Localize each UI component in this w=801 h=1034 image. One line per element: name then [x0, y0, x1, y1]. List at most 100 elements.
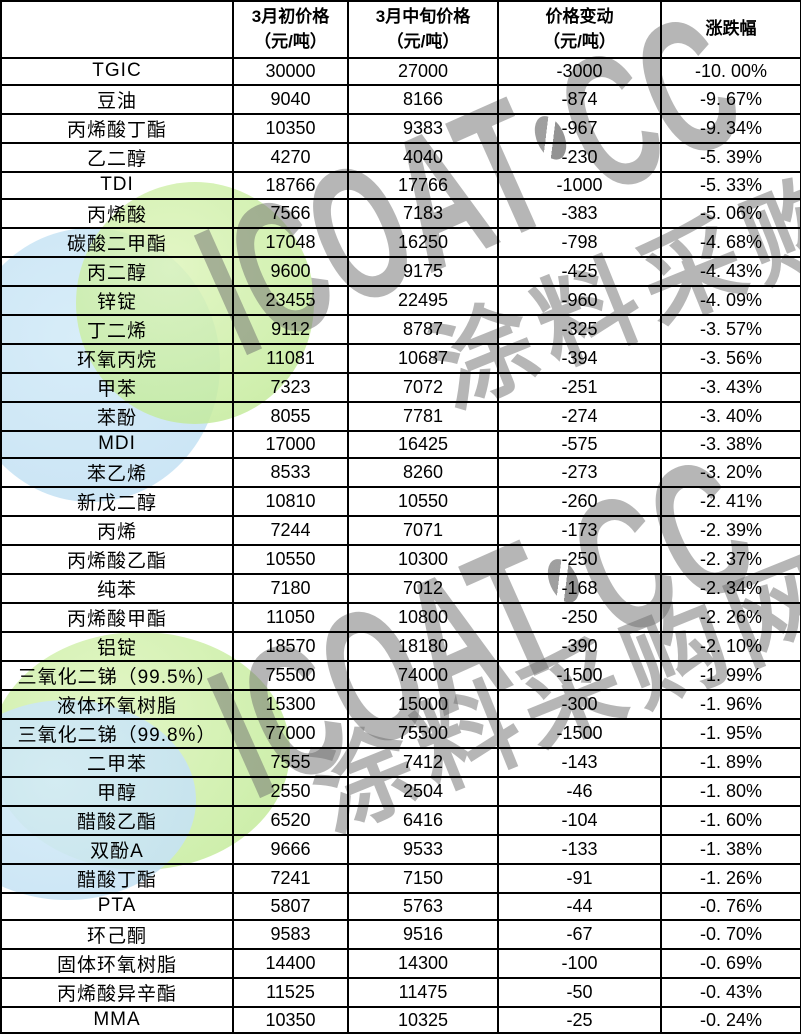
product-name-cell: 三氧化二锑（99.5%） [0, 659, 234, 691]
product-name-cell: 二甲苯 [0, 746, 234, 778]
price-change-cell: -260 [497, 485, 662, 517]
early-price-cell: 5807 [232, 891, 349, 921]
early-price-cell: 7323 [232, 371, 349, 403]
header-product [0, 0, 234, 59]
product-name-cell: MMA [0, 1005, 234, 1034]
early-price-cell: 7244 [232, 514, 349, 546]
early-price-cell: 10810 [232, 485, 349, 517]
mid-price-cell: 5763 [347, 891, 499, 921]
early-price-cell: 23455 [232, 284, 349, 316]
table-row: 纯苯 7180 7012 -168 -2. 34% [0, 572, 801, 604]
pct-change-cell: -1. 96% [660, 688, 801, 720]
pct-change-cell: -3. 56% [660, 342, 801, 374]
header-early-price: 3月初价格 （元/吨） [232, 0, 349, 59]
pct-change-cell: -4. 68% [660, 226, 801, 258]
product-name-cell: TGIC [0, 57, 234, 86]
mid-price-cell: 2504 [347, 775, 499, 807]
mid-price-cell: 18180 [347, 630, 499, 662]
early-price-cell: 7555 [232, 746, 349, 778]
table-row: 丁二烯 9112 8787 -325 -3. 57% [0, 313, 801, 345]
price-change-cell: -67 [497, 918, 662, 950]
table-row: 液体环氧树脂 15300 15000 -300 -1. 96% [0, 688, 801, 720]
price-change-cell: -575 [497, 429, 662, 459]
product-name-cell: 苯乙烯 [0, 456, 234, 488]
table-row: TDI 18766 17766 -1000 -5. 33% [0, 170, 801, 200]
price-change-cell: -874 [497, 83, 662, 115]
early-price-cell: 7566 [232, 197, 349, 229]
price-change-cell: -104 [497, 804, 662, 836]
pct-change-cell: -2. 37% [660, 543, 801, 575]
early-price-cell: 18570 [232, 630, 349, 662]
pct-change-cell: -1. 95% [660, 717, 801, 749]
pct-change-cell: -5. 33% [660, 170, 801, 200]
product-name-cell: 丙烯 [0, 514, 234, 546]
pct-change-cell: -9. 67% [660, 83, 801, 115]
early-price-cell: 18766 [232, 170, 349, 200]
table-row: 丙烯酸异辛酯 11525 11475 -50 -0. 43% [0, 976, 801, 1008]
price-change-cell: -91 [497, 862, 662, 894]
pct-change-cell: -3. 38% [660, 429, 801, 459]
early-price-cell: 30000 [232, 57, 349, 86]
price-change-cell: -250 [497, 601, 662, 633]
pct-change-cell: -2. 10% [660, 630, 801, 662]
product-name-cell: 醋酸丁酯 [0, 862, 234, 894]
product-name-cell: 丁二烯 [0, 313, 234, 345]
product-name-cell: 丙烯酸丁酯 [0, 112, 234, 144]
pct-change-cell: -2. 26% [660, 601, 801, 633]
pct-change-cell: -1. 99% [660, 659, 801, 691]
mid-price-cell: 14300 [347, 947, 499, 979]
early-price-cell: 2550 [232, 775, 349, 807]
table-row: 三氧化二锑（99.5%） 75500 74000 -1500 -1. 99% [0, 659, 801, 691]
table-row: 醋酸丁酯 7241 7150 -91 -1. 26% [0, 862, 801, 894]
price-table-body: TGIC 30000 27000 -3000 -10. 00% 豆油 9040 … [0, 57, 801, 1034]
pct-change-cell: -2. 39% [660, 514, 801, 546]
early-price-cell: 9040 [232, 83, 349, 115]
product-name-cell: MDI [0, 429, 234, 459]
table-row: 苯乙烯 8533 8260 -273 -3. 20% [0, 456, 801, 488]
early-price-cell: 17048 [232, 226, 349, 258]
table-row: 固体环氧树脂 14400 14300 -100 -0. 69% [0, 947, 801, 979]
mid-price-cell: 8260 [347, 456, 499, 488]
pct-change-cell: -1. 89% [660, 746, 801, 778]
price-change-cell: -325 [497, 313, 662, 345]
pct-change-cell: -5. 06% [660, 197, 801, 229]
price-change-cell: -46 [497, 775, 662, 807]
header-price-change-line1: 价格变动 [545, 6, 614, 26]
header-early-price-line2: （元/吨） [254, 31, 327, 51]
product-name-cell: 碳酸二甲酯 [0, 226, 234, 258]
table-row: 豆油 9040 8166 -874 -9. 67% [0, 83, 801, 115]
price-change-cell: -168 [497, 572, 662, 604]
price-change-cell: -798 [497, 226, 662, 258]
product-name-cell: 豆油 [0, 83, 234, 115]
mid-price-cell: 9533 [347, 833, 499, 865]
table-row: 双酚A 9666 9533 -133 -1. 38% [0, 833, 801, 865]
header-mid-price: 3月中旬价格 （元/吨） [347, 0, 499, 59]
product-name-cell: 甲醇 [0, 775, 234, 807]
product-name-cell: 纯苯 [0, 572, 234, 604]
mid-price-cell: 9383 [347, 112, 499, 144]
header-mid-price-line2: （元/吨） [386, 31, 460, 51]
price-change-cell: -394 [497, 342, 662, 374]
pct-change-cell: -3. 43% [660, 371, 801, 403]
mid-price-cell: 6416 [347, 804, 499, 836]
table-row: TGIC 30000 27000 -3000 -10. 00% [0, 57, 801, 86]
table-row: 环氧丙烷 11081 10687 -394 -3. 56% [0, 342, 801, 374]
product-name-cell: 甲苯 [0, 371, 234, 403]
early-price-cell: 10350 [232, 1005, 349, 1034]
mid-price-cell: 7012 [347, 572, 499, 604]
product-name-cell: 液体环氧树脂 [0, 688, 234, 720]
product-name-cell: 丙烯酸乙酯 [0, 543, 234, 575]
product-name-cell: 固体环氧树脂 [0, 947, 234, 979]
table-row: 三氧化二锑（99.8%） 77000 75500 -1500 -1. 95% [0, 717, 801, 749]
price-change-cell: -300 [497, 688, 662, 720]
early-price-cell: 75500 [232, 659, 349, 691]
price-change-cell: -3000 [497, 57, 662, 86]
table-row: 醋酸乙酯 6520 6416 -104 -1. 60% [0, 804, 801, 836]
table-row: 甲苯 7323 7072 -251 -3. 43% [0, 371, 801, 403]
table-row: 丙烯 7244 7071 -173 -2. 39% [0, 514, 801, 546]
product-name-cell: PTA [0, 891, 234, 921]
pct-change-cell: -9. 34% [660, 112, 801, 144]
table-row: 苯酚 8055 7781 -274 -3. 40% [0, 400, 801, 432]
